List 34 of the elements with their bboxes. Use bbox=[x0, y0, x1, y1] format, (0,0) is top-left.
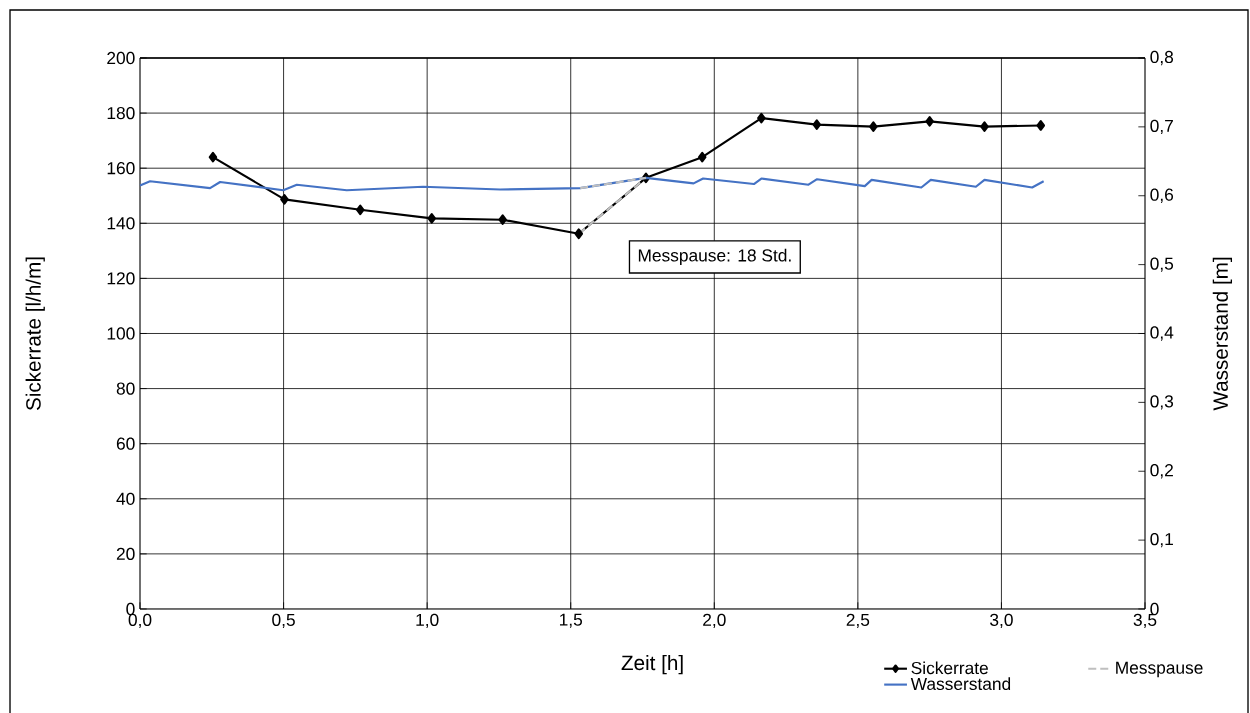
y2-tick-label: 0,6 bbox=[1150, 188, 1174, 203]
y2-tick-label: 0,4 bbox=[1150, 326, 1174, 341]
x-tick-label: 3,0 bbox=[990, 613, 1013, 629]
x-tick-label: 1,0 bbox=[416, 613, 439, 629]
y-tick-label: 80 bbox=[116, 382, 135, 395]
x-tick-label: 0,0 bbox=[128, 613, 152, 629]
y-tick-label: 160 bbox=[107, 162, 135, 175]
legend-label: Wasserstand bbox=[910, 677, 1011, 691]
x-axis-title: Zeit [h] bbox=[621, 655, 683, 675]
x-tick-label: 2,5 bbox=[846, 613, 870, 629]
y2-axis-title: Wasserstand [m] bbox=[1212, 257, 1233, 411]
x-tick-label: 3,5 bbox=[1133, 613, 1157, 629]
y2-tick-label: 0,5 bbox=[1150, 257, 1174, 272]
legend-label: Sickerrate bbox=[911, 661, 988, 675]
y-tick-label: 60 bbox=[116, 437, 135, 450]
y-tick-label: 20 bbox=[116, 547, 135, 561]
y2-tick-label: 0,8 bbox=[1150, 50, 1174, 66]
y-tick-label: 100 bbox=[107, 327, 135, 340]
y-tick-label: 40 bbox=[116, 492, 135, 505]
y-axis-title: Sickerrate [l/h/m] bbox=[25, 257, 45, 411]
y2-tick-label: 0,2 bbox=[1150, 464, 1173, 479]
y-tick-label: 0 bbox=[126, 602, 135, 616]
x-tick-label: 0,5 bbox=[272, 613, 295, 629]
y2-tick-label: 0,3 bbox=[1150, 395, 1174, 410]
y-tick-label: 120 bbox=[107, 272, 135, 285]
x-tick-label: 1,5 bbox=[559, 613, 583, 628]
y-tick-label: 180 bbox=[107, 106, 135, 120]
y-tick-label: 140 bbox=[107, 217, 135, 230]
y2-tick-label: 0,7 bbox=[1150, 119, 1173, 135]
x-tick-label: 2,0 bbox=[703, 613, 726, 629]
legend-label: Messpause bbox=[1116, 661, 1203, 678]
y-tick-label: 200 bbox=[107, 51, 135, 65]
annotation: Messpause: 18 Std. bbox=[638, 248, 791, 265]
y2-tick-label: 0,1 bbox=[1150, 532, 1173, 548]
